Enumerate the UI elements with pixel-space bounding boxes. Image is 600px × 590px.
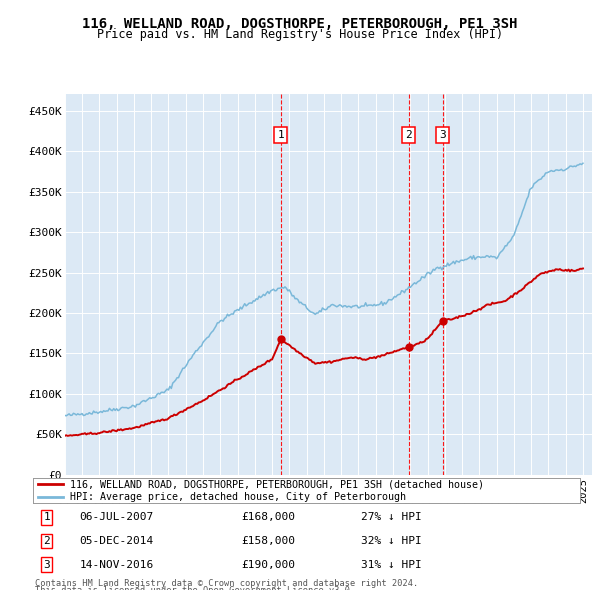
Text: 31% ↓ HPI: 31% ↓ HPI	[361, 560, 422, 570]
Text: £190,000: £190,000	[241, 560, 295, 570]
Text: HPI: Average price, detached house, City of Peterborough: HPI: Average price, detached house, City…	[70, 492, 406, 502]
Text: Price paid vs. HM Land Registry's House Price Index (HPI): Price paid vs. HM Land Registry's House …	[97, 28, 503, 41]
Text: 1: 1	[43, 512, 50, 522]
Text: 116, WELLAND ROAD, DOGSTHORPE, PETERBOROUGH, PE1 3SH (detached house): 116, WELLAND ROAD, DOGSTHORPE, PETERBORO…	[70, 479, 484, 489]
Text: 2: 2	[43, 536, 50, 546]
Text: 27% ↓ HPI: 27% ↓ HPI	[361, 512, 422, 522]
Text: 116, WELLAND ROAD, DOGSTHORPE, PETERBOROUGH, PE1 3SH: 116, WELLAND ROAD, DOGSTHORPE, PETERBORO…	[82, 17, 518, 31]
Text: Contains HM Land Registry data © Crown copyright and database right 2024.: Contains HM Land Registry data © Crown c…	[35, 579, 418, 588]
Text: 1: 1	[277, 130, 284, 140]
Text: £168,000: £168,000	[241, 512, 295, 522]
Text: 3: 3	[439, 130, 446, 140]
Text: This data is licensed under the Open Government Licence v3.0.: This data is licensed under the Open Gov…	[35, 586, 355, 590]
Text: 06-JUL-2007: 06-JUL-2007	[80, 512, 154, 522]
Text: 2: 2	[406, 130, 412, 140]
Text: 32% ↓ HPI: 32% ↓ HPI	[361, 536, 422, 546]
Text: 14-NOV-2016: 14-NOV-2016	[80, 560, 154, 570]
Text: 3: 3	[43, 560, 50, 570]
Text: £158,000: £158,000	[241, 536, 295, 546]
Text: 05-DEC-2014: 05-DEC-2014	[80, 536, 154, 546]
